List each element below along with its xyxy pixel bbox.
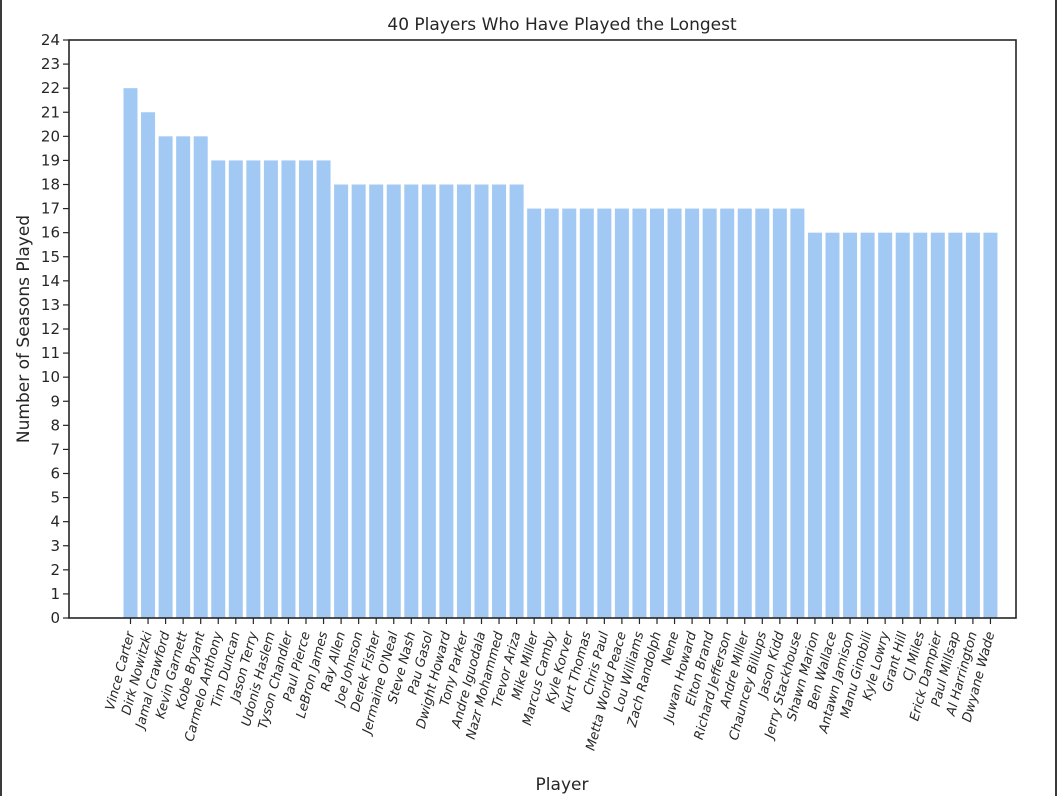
- bar: [421, 184, 436, 618]
- y-tick-label: 3: [50, 537, 60, 555]
- y-tick-label: 9: [50, 392, 60, 410]
- chart-title: 40 Players Who Have Played the Longest: [387, 15, 737, 35]
- bar: [123, 88, 138, 619]
- y-tick-label: 7: [50, 440, 60, 458]
- bars-group: [123, 88, 998, 619]
- y-tick-label: 13: [41, 296, 60, 314]
- y-axis-label: Number of Seasons Played: [14, 215, 34, 443]
- y-tick-label: 16: [41, 224, 60, 242]
- bar: [544, 208, 559, 618]
- y-tick-label: 6: [50, 465, 60, 483]
- bar: [299, 160, 313, 619]
- y-tick-label: 1: [50, 585, 60, 603]
- bar: [667, 208, 682, 618]
- bar: [983, 232, 998, 619]
- plot-frame: [68, 39, 1017, 619]
- bar: [509, 184, 524, 618]
- bar: [755, 208, 770, 618]
- bar: [650, 208, 664, 618]
- bar: [632, 208, 647, 618]
- bar: [825, 232, 840, 619]
- bar: [737, 208, 752, 618]
- bar: [720, 208, 735, 618]
- bar: [334, 184, 349, 618]
- bar: [474, 184, 489, 618]
- bar: [404, 184, 419, 618]
- y-tick-label: 15: [41, 248, 60, 266]
- y-tick-label: 12: [41, 320, 60, 338]
- y-tick-label: 0: [50, 609, 60, 627]
- y-tick-label: 19: [41, 151, 60, 169]
- x-axis-label: Player: [536, 775, 589, 795]
- window-edge-left: [0, 0, 2, 796]
- bar: [860, 232, 875, 619]
- bar: [246, 160, 261, 619]
- bar: [369, 184, 384, 618]
- y-tick-label: 10: [41, 368, 60, 386]
- bar: [807, 232, 822, 619]
- bar: [878, 232, 893, 619]
- bar: [193, 136, 208, 618]
- bar: [562, 208, 577, 618]
- bar: [316, 160, 331, 619]
- y-tick-label: 5: [50, 489, 60, 507]
- bar: [579, 208, 594, 618]
- y-tick-label: 21: [41, 103, 60, 121]
- bar: [527, 208, 542, 618]
- y-tick-label: 23: [41, 55, 60, 73]
- y-tick-label: 24: [41, 31, 60, 49]
- bar: [263, 160, 278, 619]
- y-tick-label: 11: [41, 344, 60, 362]
- bar: [772, 208, 787, 618]
- bar: [702, 208, 717, 618]
- bar: [281, 160, 296, 619]
- y-tick-label: 17: [41, 200, 60, 218]
- y-tick-label: 2: [50, 561, 60, 579]
- bar: [790, 208, 805, 618]
- y-tick-label: 18: [41, 176, 60, 194]
- bar: [930, 232, 945, 619]
- bar: [492, 184, 507, 618]
- bar: [895, 232, 910, 619]
- bar: [965, 232, 980, 619]
- bar: [141, 112, 156, 618]
- bar: [351, 184, 366, 618]
- bar: [685, 208, 700, 618]
- bar: [176, 136, 191, 618]
- bar: [439, 184, 454, 618]
- bar: [158, 136, 173, 618]
- bar: [597, 208, 612, 618]
- bar: [948, 232, 963, 619]
- bar: [228, 160, 243, 619]
- bar: [913, 232, 928, 619]
- y-tick-label: 20: [41, 127, 60, 145]
- bar: [386, 184, 401, 618]
- bar: [614, 208, 629, 618]
- y-tick-label: 14: [41, 272, 60, 290]
- window-edge-right: [1055, 0, 1057, 796]
- y-tick-label: 22: [41, 79, 60, 97]
- bar: [843, 232, 858, 619]
- y-tick-label: 4: [50, 513, 60, 531]
- bar: [456, 184, 471, 618]
- y-tick-label: 8: [50, 416, 60, 434]
- bar: [211, 160, 226, 619]
